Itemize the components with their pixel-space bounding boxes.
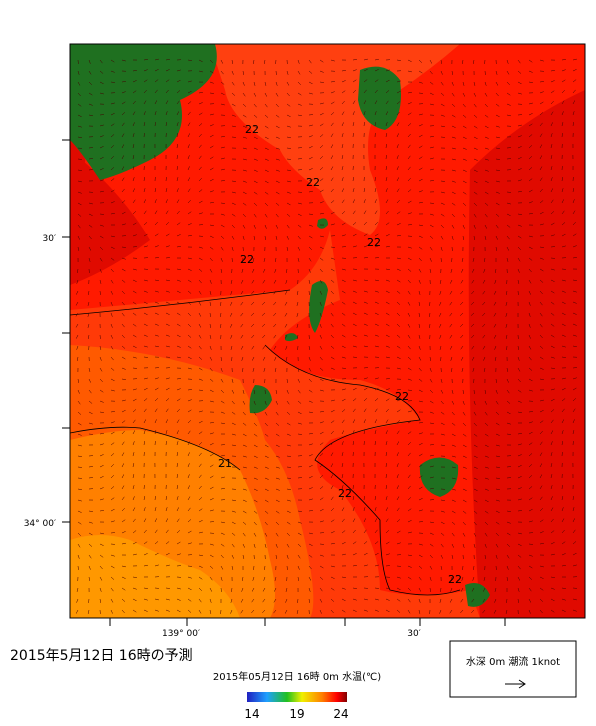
legend-text: 水深 0m 潮流 1knot: [466, 655, 560, 668]
lat-label: 34° 00′: [24, 519, 56, 529]
lon-label: 139° 00′: [162, 629, 200, 639]
colorbar-tick: 14: [244, 707, 259, 721]
lon-label: 30′: [407, 629, 421, 639]
colorbar-tick: 24: [333, 707, 348, 721]
contour-label: 22: [306, 176, 320, 189]
legend-box: [450, 641, 576, 697]
title: 2015年5月12日 16時の予測: [10, 648, 193, 664]
contour-label: 22: [367, 236, 381, 249]
contour-label: 22: [338, 487, 352, 500]
contour-label: 22: [240, 253, 254, 266]
contour-label: 22: [395, 390, 409, 403]
contour-label: 22: [448, 573, 462, 586]
contour-label: 22: [245, 123, 259, 136]
lat-label: 30′: [43, 234, 57, 244]
subtitle: 2015年05月12日 16時 0m 水温(℃): [213, 670, 381, 683]
map: [70, 44, 585, 618]
colorbar: [247, 692, 347, 702]
colorbar-tick: 19: [289, 707, 304, 721]
contour-label: 21: [218, 457, 232, 470]
